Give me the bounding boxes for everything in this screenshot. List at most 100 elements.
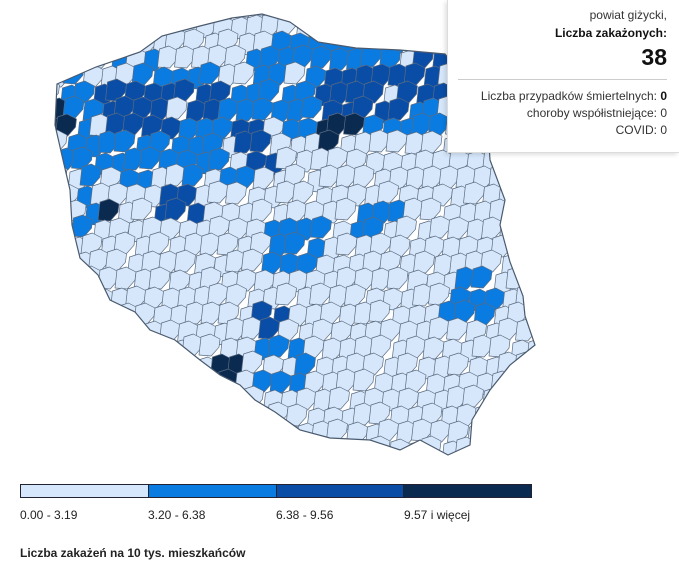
county-region[interactable] <box>16 372 37 394</box>
county-region[interactable] <box>66 371 89 395</box>
county-region[interactable] <box>262 422 284 446</box>
county-region[interactable] <box>515 318 537 342</box>
county-region[interactable] <box>312 14 334 37</box>
county-region[interactable] <box>505 368 528 392</box>
county-region[interactable] <box>208 147 230 171</box>
county-region[interactable] <box>377 180 399 204</box>
county-region[interactable] <box>80 0 103 18</box>
county-region[interactable] <box>174 385 196 409</box>
county-region[interactable] <box>72 453 94 476</box>
county-region[interactable] <box>27 425 48 447</box>
county-region[interactable] <box>385 129 408 153</box>
county-region[interactable] <box>229 389 251 413</box>
county-region[interactable] <box>39 317 60 341</box>
county-region[interactable] <box>428 282 450 306</box>
county-region[interactable] <box>18 476 39 480</box>
county-region[interactable] <box>76 389 98 413</box>
county-region[interactable] <box>417 16 439 40</box>
county-region[interactable] <box>534 252 556 276</box>
county-region[interactable] <box>352 368 375 392</box>
county-region[interactable] <box>526 304 548 328</box>
county-region[interactable] <box>507 234 530 258</box>
county-region[interactable] <box>114 266 137 290</box>
county-region[interactable] <box>7 320 28 342</box>
county-region[interactable] <box>541 302 560 324</box>
county-region[interactable] <box>513 384 535 408</box>
county-region[interactable] <box>419 435 442 458</box>
county-region[interactable] <box>247 458 268 480</box>
county-region[interactable] <box>0 266 16 288</box>
county-region[interactable] <box>0 0 21 17</box>
county-region[interactable] <box>15 439 36 461</box>
county-region[interactable] <box>0 441 21 463</box>
county-region[interactable] <box>165 96 188 120</box>
county-region[interactable] <box>136 441 159 464</box>
county-region[interactable] <box>232 435 255 458</box>
county-region[interactable] <box>232 61 255 85</box>
county-region[interactable] <box>258 452 280 475</box>
legend-swatch-1[interactable] <box>21 485 148 497</box>
county-region[interactable] <box>29 62 50 84</box>
county-region[interactable] <box>362 13 384 36</box>
county-region[interactable] <box>540 335 560 357</box>
county-region[interactable] <box>530 452 552 475</box>
county-region[interactable] <box>131 368 154 392</box>
county-region[interactable] <box>34 168 56 192</box>
county-region[interactable] <box>521 163 543 187</box>
county-region[interactable] <box>552 457 561 479</box>
county-region[interactable] <box>381 456 402 478</box>
county-region[interactable] <box>7 354 28 376</box>
county-region[interactable] <box>21 45 42 67</box>
county-region[interactable] <box>452 459 473 480</box>
county-region[interactable] <box>216 368 239 392</box>
county-region[interactable] <box>386 266 409 290</box>
county-region[interactable] <box>417 458 438 480</box>
county-region[interactable] <box>553 322 561 344</box>
legend-swatch-3[interactable] <box>275 485 404 497</box>
county-region[interactable] <box>250 198 273 222</box>
county-region[interactable] <box>170 373 193 397</box>
legend-swatch-4[interactable] <box>403 485 531 497</box>
county-region[interactable] <box>501 389 523 413</box>
county-region[interactable] <box>162 424 184 448</box>
county-region[interactable] <box>422 0 445 20</box>
county-region[interactable] <box>92 354 114 378</box>
county-region[interactable] <box>23 149 44 171</box>
county-region[interactable] <box>18 272 39 294</box>
county-region[interactable] <box>46 367 68 391</box>
county-region[interactable] <box>283 231 306 255</box>
county-region[interactable] <box>337 472 358 480</box>
county-region[interactable] <box>501 423 523 447</box>
county-region[interactable] <box>526 406 548 430</box>
county-region[interactable] <box>368 401 391 425</box>
county-region[interactable] <box>0 96 16 118</box>
county-region[interactable] <box>522 198 544 222</box>
county-region[interactable] <box>158 454 180 477</box>
county-region[interactable] <box>507 472 528 480</box>
county-region[interactable] <box>107 13 129 36</box>
county-region[interactable] <box>169 0 192 22</box>
county-region[interactable] <box>536 356 557 378</box>
county-region[interactable] <box>9 254 30 276</box>
county-region[interactable] <box>286 472 307 480</box>
county-region[interactable] <box>428 452 450 475</box>
county-region[interactable] <box>440 473 461 480</box>
county-region[interactable] <box>320 472 341 480</box>
county-region[interactable] <box>237 406 260 430</box>
county-region[interactable] <box>15 99 36 121</box>
county-region[interactable] <box>0 166 18 188</box>
county-region[interactable] <box>540 369 560 391</box>
county-region[interactable] <box>173 350 195 374</box>
county-region[interactable] <box>52 407 74 431</box>
county-region[interactable] <box>400 458 421 480</box>
county-region[interactable] <box>276 12 298 35</box>
county-region[interactable] <box>230 424 252 448</box>
county-region[interactable] <box>198 333 221 357</box>
county-region[interactable] <box>241 248 263 272</box>
county-region[interactable] <box>397 14 419 37</box>
county-region[interactable] <box>507 438 530 461</box>
county-region[interactable] <box>354 0 377 20</box>
county-region[interactable] <box>183 403 206 427</box>
county-region[interactable] <box>95 459 116 480</box>
county-region[interactable] <box>531 215 553 239</box>
